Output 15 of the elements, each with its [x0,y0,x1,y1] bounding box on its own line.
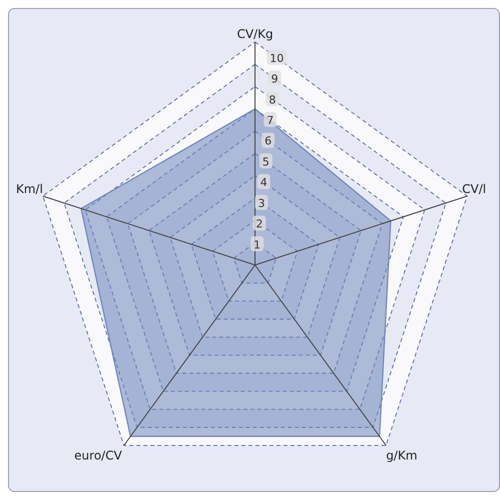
y-tick-label: 7 [266,114,274,127]
spoke-label: g/Km [386,448,418,462]
y-tick-label: 6 [264,134,272,148]
y-tick-label: 2 [256,218,263,231]
spoke-label: Km/l [16,182,43,196]
spoke-label: euro/CV [74,448,123,462]
y-tick-label: 9 [271,72,278,86]
y-tick-label: 4 [260,176,268,190]
y-tick-label: 10 [270,52,284,65]
y-tick-label: 3 [258,196,266,210]
spoke-label: CV/Kg [236,27,274,41]
y-tick-label: 8 [268,93,276,106]
spoke-label: CV/l [462,182,486,196]
y-tick-label: 5 [262,155,270,168]
y-tick-label: 1 [254,238,261,252]
